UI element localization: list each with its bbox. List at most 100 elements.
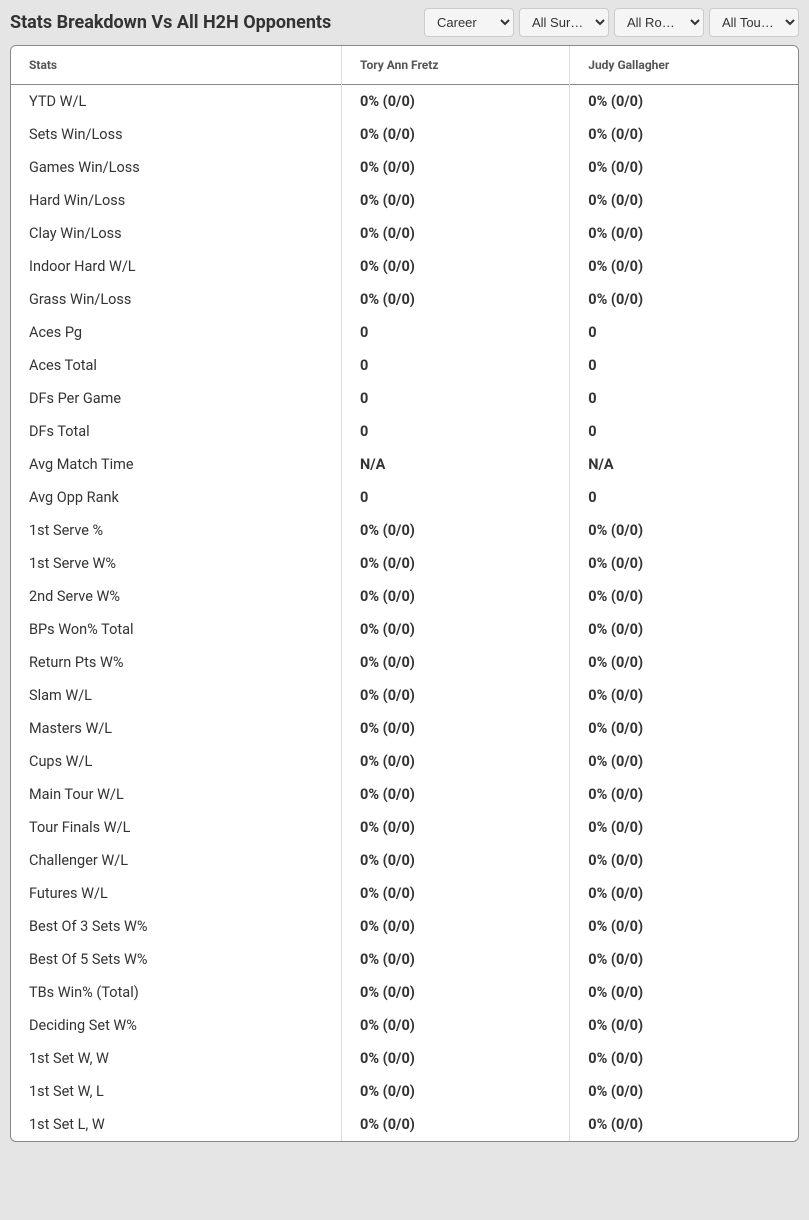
stat-value: 0% (0/0): [570, 811, 798, 844]
table-row: 1st Set L, W0% (0/0)0% (0/0): [11, 1108, 798, 1141]
career-filter[interactable]: Career: [424, 8, 514, 37]
stat-label: 1st Set L, W: [11, 1108, 342, 1141]
table-row: 2nd Serve W%0% (0/0)0% (0/0): [11, 580, 798, 613]
stat-value: 0: [570, 415, 798, 448]
table-row: Challenger W/L0% (0/0)0% (0/0): [11, 844, 798, 877]
stat-value: 0% (0/0): [342, 943, 570, 976]
table-row: DFs Per Game00: [11, 382, 798, 415]
stat-label: YTD W/L: [11, 85, 342, 119]
stat-label: Best Of 5 Sets W%: [11, 943, 342, 976]
stat-value: 0: [342, 316, 570, 349]
table-row: Masters W/L0% (0/0)0% (0/0): [11, 712, 798, 745]
header-bar: Stats Breakdown Vs All H2H Opponents Car…: [0, 0, 809, 45]
stat-value: 0% (0/0): [342, 778, 570, 811]
stat-value: N/A: [342, 448, 570, 481]
stat-label: Aces Total: [11, 349, 342, 382]
stat-label: DFs Total: [11, 415, 342, 448]
stat-value: 0% (0/0): [570, 712, 798, 745]
stat-value: 0% (0/0): [570, 646, 798, 679]
stat-label: Deciding Set W%: [11, 1009, 342, 1042]
stat-value: 0% (0/0): [342, 118, 570, 151]
stat-value: 0% (0/0): [342, 283, 570, 316]
table-row: Aces Pg00: [11, 316, 798, 349]
stat-value: 0% (0/0): [570, 1108, 798, 1141]
stat-value: 0% (0/0): [570, 745, 798, 778]
stat-label: Cups W/L: [11, 745, 342, 778]
stat-label: Slam W/L: [11, 679, 342, 712]
stat-value: 0: [342, 415, 570, 448]
table-row: 1st Set W, W0% (0/0)0% (0/0): [11, 1042, 798, 1075]
stat-label: Tour Finals W/L: [11, 811, 342, 844]
stat-value: 0% (0/0): [570, 844, 798, 877]
stat-label: Aces Pg: [11, 316, 342, 349]
stat-value: 0% (0/0): [570, 151, 798, 184]
stat-value: 0% (0/0): [342, 976, 570, 1009]
stat-value: 0% (0/0): [570, 778, 798, 811]
table-row: 1st Serve W%0% (0/0)0% (0/0): [11, 547, 798, 580]
column-header-player2: Judy Gallagher: [570, 46, 798, 85]
surface-filter[interactable]: All Surf…: [519, 8, 609, 37]
table-row: Return Pts W%0% (0/0)0% (0/0): [11, 646, 798, 679]
stat-value: 0% (0/0): [342, 184, 570, 217]
table-row: Hard Win/Loss0% (0/0)0% (0/0): [11, 184, 798, 217]
table-row: DFs Total00: [11, 415, 798, 448]
stat-value: 0% (0/0): [342, 217, 570, 250]
stat-value: 0% (0/0): [570, 85, 798, 119]
stat-label: Grass Win/Loss: [11, 283, 342, 316]
table-row: Sets Win/Loss0% (0/0)0% (0/0): [11, 118, 798, 151]
round-filter[interactable]: All Rou…: [614, 8, 704, 37]
stat-label: 1st Set W, W: [11, 1042, 342, 1075]
table-header-row: Stats Tory Ann Fretz Judy Gallagher: [11, 46, 798, 85]
stat-label: Games Win/Loss: [11, 151, 342, 184]
stats-table: Stats Tory Ann Fretz Judy Gallagher YTD …: [11, 46, 798, 1141]
table-row: Games Win/Loss0% (0/0)0% (0/0): [11, 151, 798, 184]
stat-label: Avg Opp Rank: [11, 481, 342, 514]
table-row: Clay Win/Loss0% (0/0)0% (0/0): [11, 217, 798, 250]
stat-value: 0% (0/0): [342, 811, 570, 844]
tour-filter[interactable]: All Tour…: [709, 8, 799, 37]
stat-label: Best Of 3 Sets W%: [11, 910, 342, 943]
stat-label: 1st Set W, L: [11, 1075, 342, 1108]
table-row: Deciding Set W%0% (0/0)0% (0/0): [11, 1009, 798, 1042]
stats-tbody: YTD W/L0% (0/0)0% (0/0)Sets Win/Loss0% (…: [11, 85, 798, 1142]
stat-value: 0% (0/0): [342, 85, 570, 119]
stat-value: 0: [570, 316, 798, 349]
stat-value: 0% (0/0): [570, 613, 798, 646]
stat-value: 0% (0/0): [570, 514, 798, 547]
stat-value: 0% (0/0): [342, 844, 570, 877]
stat-label: Indoor Hard W/L: [11, 250, 342, 283]
stat-value: 0: [570, 382, 798, 415]
page-title: Stats Breakdown Vs All H2H Opponents: [10, 12, 331, 33]
table-row: Indoor Hard W/L0% (0/0)0% (0/0): [11, 250, 798, 283]
stat-value: 0% (0/0): [570, 1009, 798, 1042]
stat-label: Clay Win/Loss: [11, 217, 342, 250]
stat-label: Masters W/L: [11, 712, 342, 745]
stat-label: 1st Serve %: [11, 514, 342, 547]
stat-label: DFs Per Game: [11, 382, 342, 415]
stat-label: Challenger W/L: [11, 844, 342, 877]
stat-label: Hard Win/Loss: [11, 184, 342, 217]
table-row: Best Of 5 Sets W%0% (0/0)0% (0/0): [11, 943, 798, 976]
stat-value: 0% (0/0): [342, 580, 570, 613]
stat-label: Futures W/L: [11, 877, 342, 910]
table-row: Avg Match TimeN/AN/A: [11, 448, 798, 481]
stat-value: 0% (0/0): [570, 976, 798, 1009]
stat-value: 0% (0/0): [342, 712, 570, 745]
table-row: Aces Total00: [11, 349, 798, 382]
table-row: 1st Set W, L0% (0/0)0% (0/0): [11, 1075, 798, 1108]
stat-label: 2nd Serve W%: [11, 580, 342, 613]
stat-label: Avg Match Time: [11, 448, 342, 481]
stat-value: 0% (0/0): [342, 646, 570, 679]
stat-label: 1st Serve W%: [11, 547, 342, 580]
table-row: Cups W/L0% (0/0)0% (0/0): [11, 745, 798, 778]
stat-value: 0% (0/0): [570, 118, 798, 151]
stat-value: 0% (0/0): [570, 184, 798, 217]
stat-value: 0% (0/0): [570, 679, 798, 712]
stat-value: 0% (0/0): [342, 250, 570, 283]
stat-value: 0% (0/0): [570, 1075, 798, 1108]
stat-value: N/A: [570, 448, 798, 481]
stat-value: 0% (0/0): [342, 1042, 570, 1075]
stat-value: 0% (0/0): [570, 1042, 798, 1075]
table-row: TBs Win% (Total)0% (0/0)0% (0/0): [11, 976, 798, 1009]
stat-value: 0: [342, 349, 570, 382]
